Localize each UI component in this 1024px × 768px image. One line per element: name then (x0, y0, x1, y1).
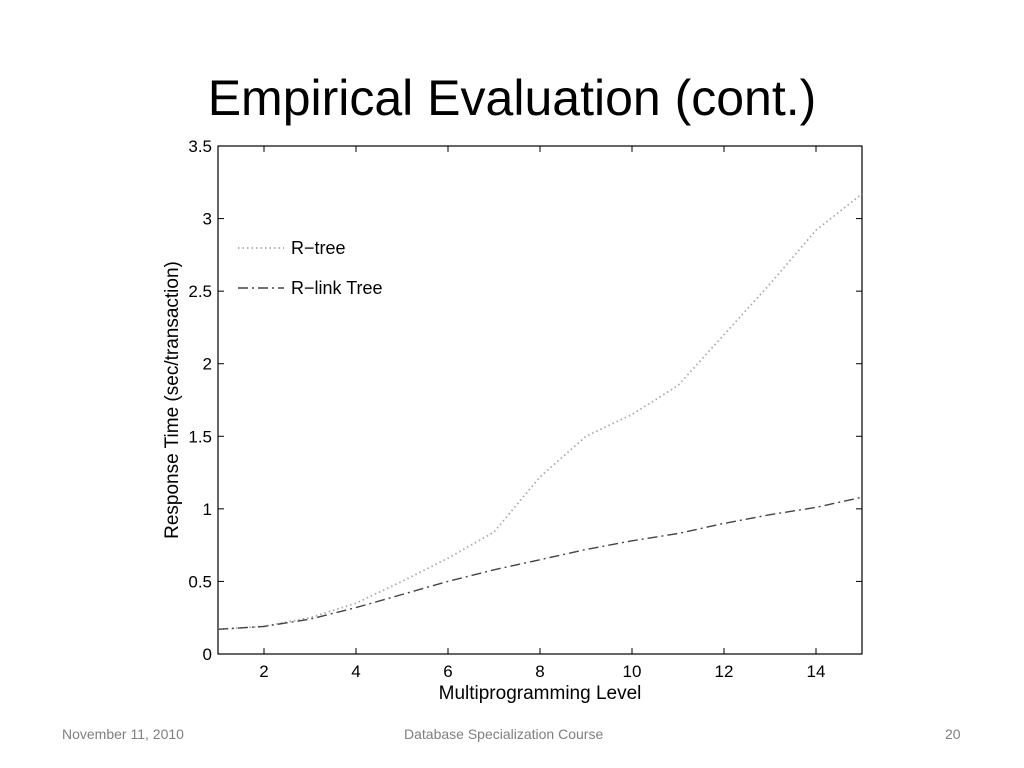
x-axis-ticks: 2 4 6 8 10 12 14 (259, 146, 825, 681)
footer-course-name: Database Specialization Course (404, 726, 604, 742)
y-tick-label: 0 (203, 645, 212, 664)
x-tick-label: 8 (535, 662, 544, 681)
footer-date: November 11, 2010 (62, 726, 184, 742)
plot-area (217, 145, 863, 655)
legend-label: R−tree (291, 238, 346, 258)
y-tick-label: 3.5 (188, 137, 212, 156)
y-tick-label: 0.5 (188, 572, 212, 591)
y-tick-label: 1.5 (188, 427, 212, 446)
legend: R−tree R−link Tree (238, 238, 383, 298)
x-tick-label: 12 (715, 662, 734, 681)
x-tick-label: 4 (351, 662, 360, 681)
y-axis-label: Response Time (sec/transaction) (162, 261, 183, 539)
series-line-r-tree (217, 193, 863, 631)
x-tick-label: 2 (259, 662, 268, 681)
y-axis-ticks: 0 0.5 1 1.5 2 2.5 3 3.5 (188, 137, 862, 664)
legend-label: R−link Tree (291, 278, 383, 298)
y-tick-label: 3 (203, 210, 212, 229)
x-tick-label: 10 (623, 662, 642, 681)
page-number: 20 (945, 726, 961, 742)
y-tick-label: 2 (203, 355, 212, 374)
x-axis-label: Multiprogramming Level (439, 683, 642, 704)
series-lines (217, 193, 863, 631)
series-line-r-link-tree (217, 496, 863, 630)
slide-title: Empirical Evaluation (cont.) (207, 70, 817, 126)
y-tick-label: 2.5 (188, 282, 212, 301)
x-tick-label: 14 (807, 662, 826, 681)
y-tick-label: 1 (203, 500, 212, 519)
x-tick-label: 6 (443, 662, 452, 681)
